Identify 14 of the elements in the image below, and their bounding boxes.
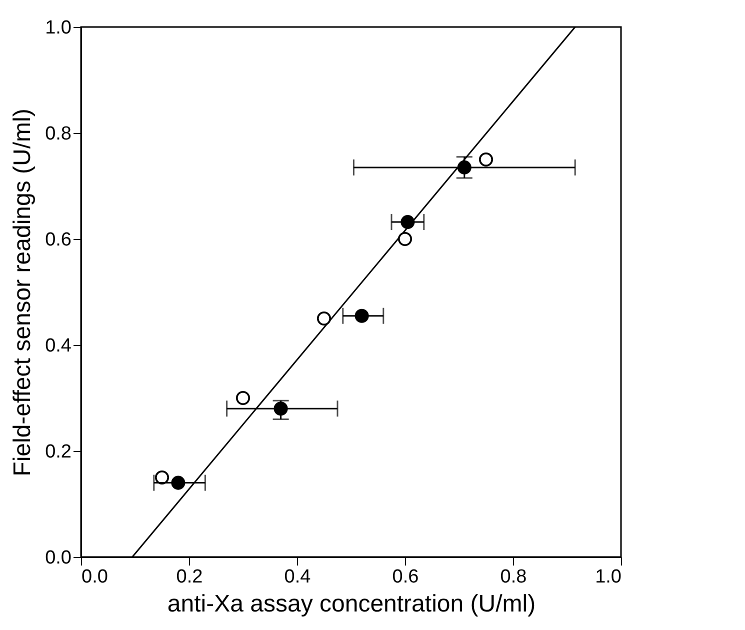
- x-tick-label: 0.0: [82, 566, 108, 588]
- x-tick-label: 1.0: [595, 566, 622, 588]
- x-tick-label: 0.8: [500, 566, 527, 588]
- y-tick-label: 0.0: [45, 548, 72, 568]
- y-tick-label: 0.8: [45, 124, 72, 144]
- x-axis-title: anti-Xa assay concentration (U/ml): [167, 590, 536, 618]
- x-tick-label: 0.6: [392, 566, 419, 588]
- y-axis-title: Field-effect sensor readings (U/ml): [9, 108, 36, 476]
- x-tick-label: 0.2: [176, 566, 203, 588]
- y-tick-label: 0.6: [45, 230, 72, 250]
- y-tick-label: 0.4: [45, 336, 72, 356]
- y-tick-label: 1.0: [45, 18, 72, 38]
- y-tick-label: 0.2: [45, 442, 72, 462]
- x-tick-label: 0.4: [284, 566, 312, 588]
